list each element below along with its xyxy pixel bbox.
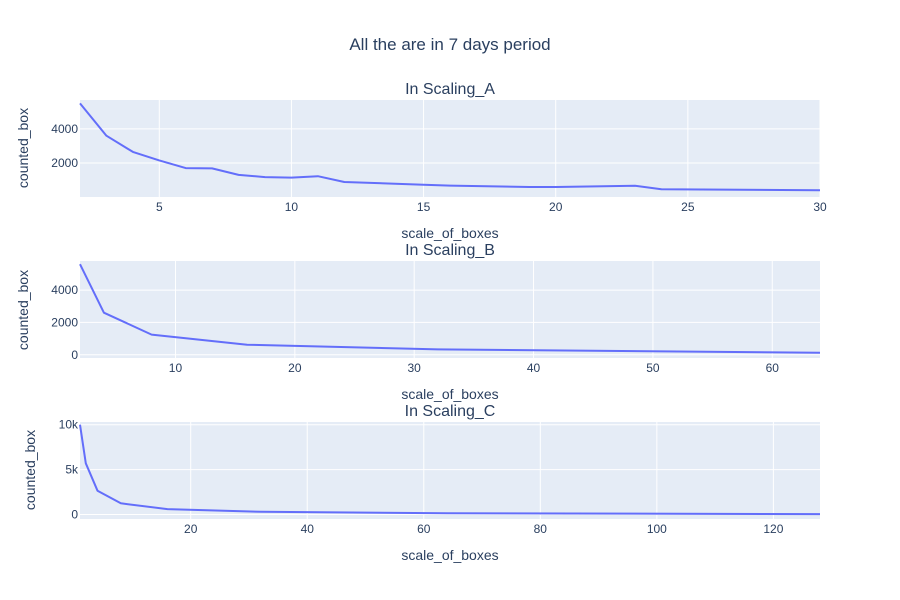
- subplot-c-y-tick-label: 0: [71, 508, 78, 522]
- subplot-a-plot-area: [80, 100, 820, 197]
- subplot-b-x-tick-label: 50: [646, 361, 660, 375]
- subplot-c: In Scaling_C scale_of_boxes counted_box: [22, 403, 499, 563]
- subplot-a-x-axis-title: scale_of_boxes: [401, 225, 498, 241]
- subplot-b-y-axis-title: counted_box: [15, 270, 31, 350]
- subplot-b-title: In Scaling_B: [405, 242, 495, 259]
- subplot-c-y-axis-title: counted_box: [22, 430, 38, 510]
- subplot-b-x-tick-label: 20: [288, 361, 302, 375]
- subplot-b-y-tick-label: 0: [71, 348, 78, 362]
- subplot-c-x-tick-label: 20: [184, 522, 198, 536]
- subplot-c-y-tick-label: 5k: [65, 463, 79, 477]
- subplot-b-plot: 10 20 30 40 50 60 0 2000 4000: [51, 261, 821, 375]
- subplot-c-x-tick-label: 120: [763, 522, 783, 536]
- main-title: All the are in 7 days period: [349, 35, 550, 54]
- subplot-c-series-line: [79, 424, 821, 516]
- subplot-b-x-axis-title: scale_of_boxes: [401, 386, 498, 402]
- subplot-c-title: In Scaling_C: [405, 403, 496, 420]
- subplot-b-y-tick-label: 4000: [51, 283, 78, 297]
- subplot-c-plot-area: [80, 422, 820, 519]
- subplot-c-plot: 20 40 60 80 100 120 0 5k 10k: [59, 418, 821, 536]
- subplot-a-x-tick-label: 20: [549, 200, 563, 214]
- subplot-b: In Scaling_B scale_of_boxes counted_box: [15, 242, 499, 402]
- subplot-a-x-tick-label: 25: [681, 200, 695, 214]
- subplot-c-x-axis-title: scale_of_boxes: [401, 547, 498, 563]
- subplot-a-title: In Scaling_A: [405, 81, 495, 98]
- subplot-a-plot: 5 10 15 20 25 30 2000 4000: [51, 100, 827, 214]
- subplot-c-x-tick-label: 100: [647, 522, 667, 536]
- subplot-c-y-tick-label: 10k: [59, 418, 79, 432]
- subplot-a-x-tick-label: 10: [285, 200, 299, 214]
- subplot-b-x-tick-label: 40: [527, 361, 541, 375]
- subplot-a: In Scaling_A scale_of_boxes counted_box: [15, 81, 499, 241]
- subplot-c-x-tick-label: 60: [417, 522, 431, 536]
- subplot-c-x-tick-label: 80: [534, 522, 548, 536]
- subplot-a-x-tick-label: 15: [417, 200, 431, 214]
- subplot-a-x-tick-label: 30: [813, 200, 827, 214]
- subplot-c-x-tick-label: 40: [301, 522, 315, 536]
- subplot-b-x-tick-label: 30: [408, 361, 422, 375]
- subplot-a-y-tick-label: 4000: [51, 122, 78, 136]
- subplot-a-y-tick-label: 2000: [51, 156, 78, 170]
- subplot-b-x-tick-label: 10: [169, 361, 183, 375]
- subplot-a-y-axis-title: counted_box: [15, 108, 31, 188]
- subplot-b-y-tick-label: 2000: [51, 315, 78, 329]
- subplot-a-series-line: [79, 102, 821, 192]
- subplot-b-series-line: [79, 263, 821, 354]
- subplot-a-x-tick-label: 5: [156, 200, 163, 214]
- subplot-b-plot-area: [80, 261, 820, 358]
- subplot-b-x-tick-label: 60: [766, 361, 780, 375]
